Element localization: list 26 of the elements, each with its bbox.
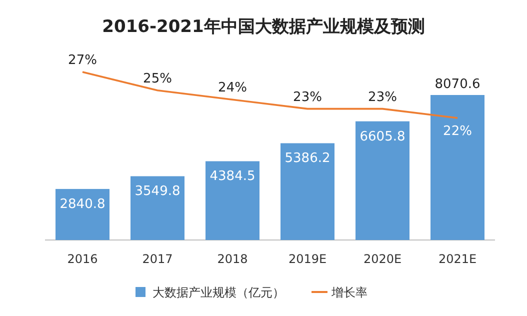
x-tick-label: 2018 <box>217 252 248 266</box>
data-label: 2840.8 <box>60 196 106 212</box>
data-label: 25% <box>143 71 172 86</box>
chart-title: 2016-2021年中国大数据产业规模及预测 <box>102 17 425 37</box>
data-label: 23% <box>368 90 397 105</box>
bar <box>356 121 410 240</box>
legend-label: 增长率 <box>330 286 368 300</box>
x-tick-label: 2016 <box>67 252 98 266</box>
bar <box>280 143 334 240</box>
bar <box>130 176 184 240</box>
data-label: 4384.5 <box>210 169 256 184</box>
data-label: 22% <box>443 124 472 139</box>
data-label: 5386.2 <box>284 151 330 166</box>
bar <box>206 161 260 240</box>
bar <box>430 95 484 240</box>
data-label: 27% <box>68 53 97 68</box>
x-tick-label: 2019E <box>288 252 327 266</box>
data-label: 8070.6 <box>434 77 480 92</box>
bar <box>56 188 110 240</box>
data-label: 23% <box>293 90 322 105</box>
x-tick-label: 2020E <box>363 252 402 266</box>
x-tick-label: 2021E <box>438 252 477 266</box>
data-label: 6605.8 <box>360 129 406 144</box>
data-label: 3549.8 <box>134 184 180 200</box>
x-tick-label: 2017 <box>142 252 173 266</box>
data-label: 24% <box>218 80 247 96</box>
